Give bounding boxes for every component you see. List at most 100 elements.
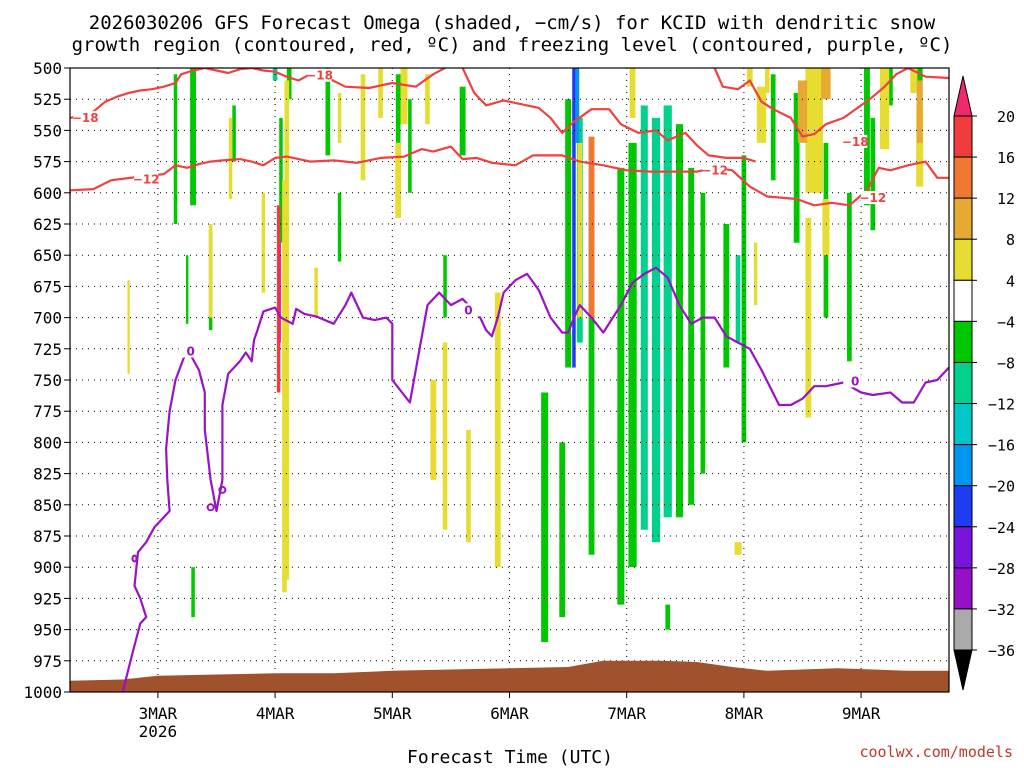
chart-title-line-1: 2026030206 GFS Forecast Omega (shaded, −… <box>89 12 936 34</box>
contour-minus12-label-1: −12 <box>701 164 728 178</box>
freezing-loop-3 <box>131 554 138 563</box>
contour-minus12-label-0: −12 <box>133 172 160 186</box>
colorbar-box-0 <box>953 115 973 158</box>
x-tick-label-9MAR: 9MAR <box>842 704 881 723</box>
contour-minus18-label-2: −18 <box>842 135 869 149</box>
y-tick-label-1000: 1000 <box>23 683 62 702</box>
x-tick-sublabel-3MAR: 2026 <box>139 722 178 741</box>
contour-minus12 <box>70 145 949 207</box>
omega-band-16 <box>617 167 625 605</box>
omega-band-61 <box>756 86 767 143</box>
terrain-ground <box>70 660 949 692</box>
omega-band-24 <box>723 224 730 368</box>
omega-band-20 <box>663 105 672 518</box>
colorbar-box-12 <box>953 608 973 651</box>
terrain-layer <box>70 660 949 692</box>
colorbar-box-7 <box>953 403 973 446</box>
contour-minus18-label-bg-1 <box>307 68 332 82</box>
omega-band-15 <box>588 192 595 555</box>
colorbar-tick-label-8: −16 <box>988 437 1015 455</box>
contour-freezing-label-bg-1 <box>456 303 481 317</box>
omega-band-22 <box>688 167 695 505</box>
colorbar: 20 16 12 8 4 −4 −8 −12 −16 −20 −24 −28 −32 −36 <box>953 75 1015 691</box>
omega-band-44 <box>314 267 318 318</box>
omega-band-55 <box>577 142 583 318</box>
omega-band-8 <box>337 192 342 262</box>
omega-band-58 <box>746 68 753 87</box>
omega-band-38 <box>191 567 195 618</box>
colorbar-box-3 <box>953 238 973 281</box>
contour-minus18-c <box>713 68 949 138</box>
colorbar-top-triangle <box>953 75 973 117</box>
colorbar-box-2 <box>953 197 973 240</box>
contour-freezing-label-2: 0 <box>851 374 859 388</box>
contour-freezing-label-0: 0 <box>187 345 195 359</box>
colorbar-box-4 <box>953 279 973 322</box>
y-tick-label-875: 875 <box>33 527 62 546</box>
omega-band-13 <box>565 99 572 368</box>
omega-band-46 <box>360 74 366 181</box>
omega-band-54 <box>494 292 501 568</box>
omega-band-32 <box>870 117 876 231</box>
omega-band-49 <box>395 142 402 218</box>
y-tick-label-925: 925 <box>33 589 62 608</box>
omega-band-56 <box>588 136 595 318</box>
omega-band-65 <box>797 80 808 143</box>
contour-minus12-label-bg-2 <box>860 191 885 205</box>
omega-band-4 <box>232 105 236 162</box>
omega-band-27 <box>770 74 776 181</box>
omega-band-76 <box>278 242 281 343</box>
omega-band-30 <box>847 192 852 362</box>
colorbar-tick-label-7: −12 <box>988 396 1015 414</box>
x-tick-label-4MAR: 4MAR <box>256 704 295 723</box>
colorbar-box-9 <box>953 485 973 528</box>
colorbar-tick-label-12: −32 <box>988 601 1015 619</box>
y-tick-label-650: 650 <box>33 246 62 265</box>
colorbar-tick-label-5: −4 <box>997 313 1015 331</box>
x-tick-label-7MAR: 7MAR <box>607 704 646 723</box>
omega-band-70 <box>916 80 923 143</box>
contour-minus18-label-1: −18 <box>306 69 333 83</box>
omega-band-59 <box>753 242 758 306</box>
contour-freezing-label-1: 0 <box>464 303 472 317</box>
x-tick-label-5MAR: 5MAR <box>373 704 412 723</box>
omega-band-18 <box>640 105 648 530</box>
contour-layer: −18 −18 −18 −12 −12 −12 0 0 0 <box>70 68 949 692</box>
omega-band-35 <box>541 392 549 643</box>
omega-band-28 <box>793 92 800 243</box>
y-tick-label-825: 825 <box>33 465 62 484</box>
omega-band-66 <box>821 68 831 100</box>
y-tick-label-550: 550 <box>33 121 62 140</box>
colorbar-tick-label-2: 12 <box>997 190 1015 208</box>
y-axis-labels: 500 525 550 575 600 625 650 675 700 725 750 775 800 8… <box>23 59 70 702</box>
colorbar-tick-label-0: 20 <box>997 108 1015 126</box>
y-tick-label-800: 800 <box>33 433 62 452</box>
omega-band-41 <box>261 192 266 293</box>
contour-freezing-0 <box>121 266 949 692</box>
omega-band-53 <box>466 429 471 543</box>
y-tick-label-675: 675 <box>33 277 62 296</box>
credit-text: coolwx.com/models <box>859 743 1013 761</box>
y-tick-label-625: 625 <box>33 215 62 234</box>
omega-band-23 <box>700 192 706 474</box>
y-tick-label-900: 900 <box>33 558 62 577</box>
omega-band-25 <box>735 255 741 343</box>
omega-band-68 <box>910 68 918 93</box>
y-tick-label-775: 775 <box>33 402 62 421</box>
y-tick-label-950: 950 <box>33 621 62 640</box>
omega-band-42 <box>284 80 290 580</box>
contour-minus12-label-bg-0 <box>134 172 159 186</box>
omega-band-26 <box>741 155 747 443</box>
omega-band-51 <box>430 380 437 480</box>
colorbar-tick-label-3: 8 <box>1006 231 1015 249</box>
colorbar-tick-label-11: −28 <box>988 560 1015 578</box>
freezing-loop-2 <box>218 485 227 494</box>
omega-band-71 <box>734 542 742 555</box>
omega-band-47 <box>378 68 383 118</box>
y-tick-label-725: 725 <box>33 340 62 359</box>
freezing-loop-1 <box>206 503 215 512</box>
colorbar-box-5 <box>953 320 973 363</box>
y-tick-label-975: 975 <box>33 652 62 671</box>
colorbar-tick-label-6: −8 <box>997 354 1015 372</box>
y-tick-label-525: 525 <box>33 90 62 109</box>
